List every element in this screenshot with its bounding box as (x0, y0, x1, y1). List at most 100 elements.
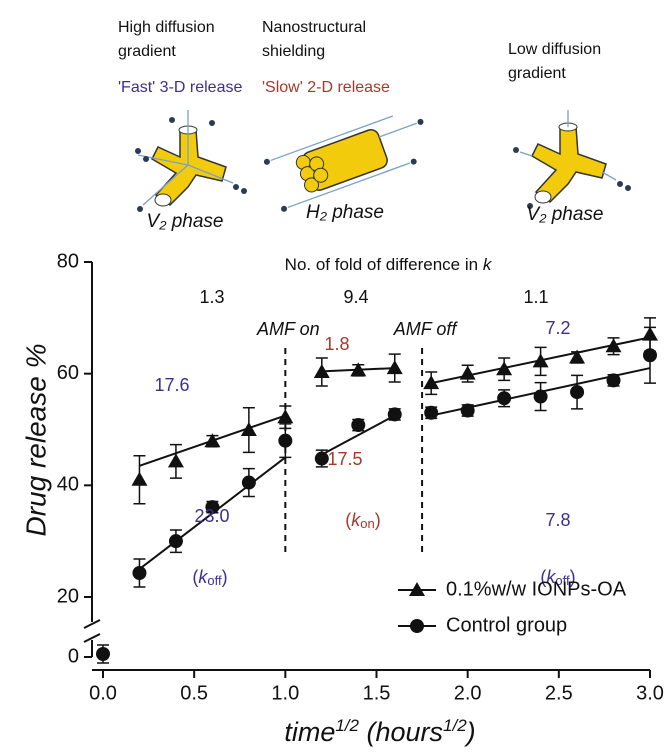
rate-label: 9.4 (343, 287, 368, 307)
text-part: 1/2 (335, 716, 359, 735)
illustration (135, 110, 631, 212)
caption-line: gradient (118, 43, 176, 60)
rate-label: 17.6 (154, 375, 189, 395)
text-part: ( (345, 510, 351, 530)
data-point (168, 534, 183, 549)
data-point (386, 360, 403, 375)
rate-label: 7.2 (545, 318, 570, 338)
data-point (241, 475, 256, 490)
text-part: ( (192, 567, 198, 587)
axis-break (83, 619, 101, 629)
text-part: k (198, 567, 208, 587)
data-point (167, 453, 184, 468)
legend-entry: 0.1%w/w IONPs-OA (398, 578, 627, 600)
legend-label: 0.1%w/w IONPs-OA (446, 578, 627, 600)
data-point (314, 451, 329, 466)
data-point (278, 433, 293, 448)
rate-label: 7.8 (545, 510, 570, 530)
x-tick-label: 0.0 (89, 682, 117, 704)
text-part: No. of fold of difference in (285, 255, 483, 274)
event-label: AMF off (393, 319, 459, 339)
data-point (459, 365, 476, 380)
release-label: 'Fast' 3-D release (118, 79, 242, 96)
rate-label: 1.8 (324, 334, 349, 354)
x-tick-label: 0.5 (180, 682, 208, 704)
v2-icon-left (135, 110, 247, 212)
data-point (350, 362, 367, 377)
legend-marker (410, 619, 424, 633)
y-axis-label: Drug release % (20, 344, 51, 537)
y-tick-label: 60 (57, 362, 79, 384)
y-tick-label: 40 (57, 474, 79, 496)
data-point (605, 338, 622, 353)
data-point (496, 361, 513, 376)
rate-label: 1.3 (199, 287, 224, 307)
data-point (204, 433, 221, 448)
text-part: off (207, 573, 222, 588)
y-tick-label: 80 (57, 250, 79, 272)
data-point (387, 407, 402, 422)
rate-constant-label: (koff) (540, 567, 575, 589)
data-point (424, 405, 439, 420)
legend-entry: Control group (398, 614, 567, 636)
text-part: ) (464, 717, 476, 747)
caption-line: Low diffusion (508, 41, 601, 58)
phase-label: V₂ phase (527, 204, 604, 225)
data-point (532, 353, 549, 368)
caption-line: High diffusion (118, 19, 215, 36)
data-point (131, 471, 148, 486)
rate-constant-label: (kon) (345, 510, 380, 532)
caption-line: gradient (508, 65, 566, 82)
v2-icon-right (513, 110, 631, 209)
text-part: k (546, 567, 556, 587)
fit-line (321, 414, 396, 456)
data-point (569, 349, 586, 364)
data-point (313, 363, 330, 378)
text-part: off (555, 573, 570, 588)
text-part: ( (540, 567, 546, 587)
header: No. of fold of difference in k (285, 255, 493, 274)
text-part: time (284, 717, 335, 747)
text-part: (hours (359, 717, 443, 747)
data-point (240, 422, 257, 437)
y-tick-label: 0 (68, 645, 79, 667)
text-part: ) (222, 567, 228, 587)
data-point (460, 403, 475, 418)
h2-icon (263, 115, 424, 212)
x-tick-label: 1.5 (363, 682, 391, 704)
text-part: on (360, 516, 374, 531)
rate-constant-label: (koff) (192, 567, 227, 589)
legend-marker (409, 582, 425, 596)
data-point (132, 565, 147, 580)
data-point (205, 500, 220, 515)
legend-label: Control group (446, 614, 567, 636)
data-point (277, 409, 294, 424)
text-part: k (483, 255, 493, 274)
rate-label: 17.5 (327, 449, 362, 469)
text-part: 1/2 (443, 716, 467, 735)
phase-label: V₂ phase (147, 211, 224, 232)
data-point (497, 391, 512, 406)
text-part: ) (570, 567, 576, 587)
x-tick-label: 2.0 (454, 682, 482, 704)
phase-label: H₂ phase (306, 202, 384, 223)
data-point (533, 389, 548, 404)
x-tick-label: 3.0 (636, 682, 664, 704)
release-label: 'Slow' 2-D release (262, 79, 390, 96)
caption-line: Nanostructural (262, 19, 366, 36)
rate-label: 1.1 (523, 287, 548, 307)
data-point (570, 385, 585, 400)
axis-break (83, 633, 101, 643)
data-point (643, 348, 657, 363)
y-tick-label: 20 (57, 585, 79, 607)
data-point (606, 373, 621, 388)
data-point (423, 375, 440, 390)
x-tick-label: 2.5 (545, 682, 573, 704)
event-label: AMF on (256, 319, 320, 339)
data-point (351, 418, 366, 433)
data-point (96, 647, 110, 661)
caption-line: shielding (262, 43, 325, 60)
x-axis-label: time1/2 (hours1/2) (284, 716, 475, 747)
